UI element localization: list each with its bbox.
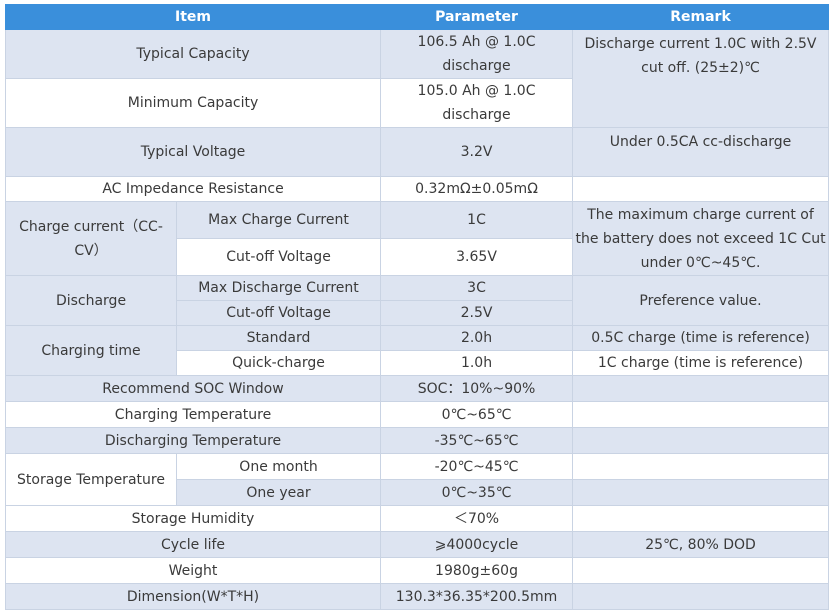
table-row: Weight 1980g±60g — [4, 557, 830, 584]
table-row: Dimension(W*T*H) 130.3*36.35*200.5mm — [4, 583, 830, 610]
ac-impedance-label: AC Impedance Resistance — [4, 176, 382, 202]
table-row: Charging Temperature 0℃~65℃ — [4, 401, 830, 428]
ac-impedance-value: 0.32mΩ±0.05mΩ — [380, 176, 574, 202]
cycle-life-value: ⩾4000cycle — [380, 531, 574, 558]
standard-charge-remark: 0.5C charge (time is reference) — [572, 325, 830, 351]
storage-one-year-value: 0℃~35℃ — [380, 479, 574, 506]
storage-one-month-label: One month — [175, 453, 382, 480]
dimension-remark — [572, 583, 830, 610]
table-row: Quick-charge 1.0h 1C charge (time is ref… — [6, 350, 830, 376]
table-row: Charging time Standard 2.0h 0.5C charge … — [5, 325, 830, 376]
cycle-life-remark: 25℃, 80% DOD — [572, 531, 830, 558]
table-row: Discharge Max Discharge Current 3C Prefe… — [5, 275, 830, 326]
discharging-temperature-remark — [572, 427, 830, 454]
ac-impedance-remark — [572, 176, 830, 202]
dimension-value: 130.3*36.35*200.5mm — [380, 583, 574, 610]
storage-humidity-remark — [572, 505, 830, 532]
weight-value: 1980g±60g — [380, 557, 574, 584]
typical-capacity-value: 106.5 Ah @ 1.0C discharge — [380, 29, 574, 79]
soc-window-value: SOC：10%~90% — [380, 375, 574, 402]
minimum-capacity-label: Minimum Capacity — [4, 78, 382, 128]
max-discharge-current-value: 3C — [380, 275, 574, 301]
minimum-capacity-value: 105.0 Ah @ 1.0C discharge — [380, 78, 574, 128]
charge-cutoff-value: 3.65V — [380, 238, 574, 276]
charge-current-label: Charge current（CC-CV） — [5, 201, 177, 276]
capacity-remark: Discharge current 1.0C with 2.5V cut off… — [572, 29, 830, 128]
table-row: Cycle life ⩾4000cycle 25℃, 80% DOD — [4, 531, 830, 558]
typical-capacity-label: Typical Capacity — [4, 29, 382, 79]
weight-label: Weight — [4, 557, 382, 584]
spec-table: Item Parameter Remark Typical Capacity 1… — [4, 4, 830, 610]
soc-window-remark — [572, 375, 830, 402]
table-row: AC Impedance Resistance 0.32mΩ±0.05mΩ — [4, 176, 830, 202]
storage-one-year-label: One year — [175, 479, 382, 506]
table-row: Cut-off Voltage 3.65V — [6, 238, 829, 276]
discharging-temperature-value: -35℃~65℃ — [380, 427, 574, 454]
dimension-label: Dimension(W*T*H) — [4, 583, 382, 610]
table-row: One year 0℃~35℃ — [6, 479, 830, 506]
typical-voltage-value: 3.2V — [380, 127, 574, 177]
header-item: Item — [4, 4, 382, 30]
table-row: Charge current（CC-CV） Max Charge Current… — [5, 201, 830, 276]
storage-humidity-label: Storage Humidity — [4, 505, 382, 532]
header-remark: Remark — [572, 4, 830, 30]
storage-temperature-label: Storage Temperature — [5, 453, 177, 506]
table-row: Minimum Capacity 105.0 Ah @ 1.0C dischar… — [4, 78, 829, 128]
discharge-label: Discharge — [5, 275, 177, 326]
table-row: Discharging Temperature -35℃~65℃ — [4, 427, 830, 454]
charging-time-label: Charging time — [5, 325, 177, 376]
table-row: Typical Capacity 106.5 Ah @ 1.0C dischar… — [4, 29, 830, 128]
table-row: Recommend SOC Window SOC：10%~90% — [4, 375, 830, 402]
weight-remark — [572, 557, 830, 584]
typical-voltage-label: Typical Voltage — [4, 127, 382, 177]
soc-window-label: Recommend SOC Window — [4, 375, 382, 402]
typical-voltage-remark: Under 0.5CA cc-discharge — [572, 127, 830, 177]
max-charge-current-label: Max Charge Current — [175, 201, 382, 239]
storage-one-year-remark — [572, 479, 830, 506]
storage-one-month-remark — [572, 453, 830, 480]
standard-charge-label: Standard — [175, 325, 382, 351]
charging-temperature-value: 0℃~65℃ — [380, 401, 574, 428]
storage-humidity-value: ＜70% — [380, 505, 574, 532]
table-row: Typical Voltage 3.2V Under 0.5CA cc-disc… — [4, 127, 830, 177]
header-parameter: Parameter — [380, 4, 574, 30]
max-discharge-current-label: Max Discharge Current — [175, 275, 382, 301]
charging-temperature-label: Charging Temperature — [4, 401, 382, 428]
discharge-remark: Preference value. — [572, 275, 830, 326]
table-row: Storage Humidity ＜70% — [4, 505, 830, 532]
discharge-cutoff-label: Cut-off Voltage — [175, 300, 382, 326]
standard-charge-value: 2.0h — [380, 325, 574, 351]
discharge-cutoff-value: 2.5V — [380, 300, 574, 326]
max-charge-current-value: 1C — [380, 201, 574, 239]
table-row: Storage Temperature One month -20℃~45℃ — [5, 453, 830, 506]
quick-charge-remark: 1C charge (time is reference) — [572, 350, 830, 376]
header-row: Item Parameter Remark — [4, 4, 830, 30]
charging-temperature-remark — [572, 401, 830, 428]
charge-current-remark: The maximum charge current of the batter… — [572, 201, 830, 276]
charge-cutoff-label: Cut-off Voltage — [175, 238, 382, 276]
discharging-temperature-label: Discharging Temperature — [4, 427, 382, 454]
storage-one-month-value: -20℃~45℃ — [380, 453, 574, 480]
cycle-life-label: Cycle life — [4, 531, 382, 558]
quick-charge-value: 1.0h — [380, 350, 574, 376]
quick-charge-label: Quick-charge — [175, 350, 382, 376]
